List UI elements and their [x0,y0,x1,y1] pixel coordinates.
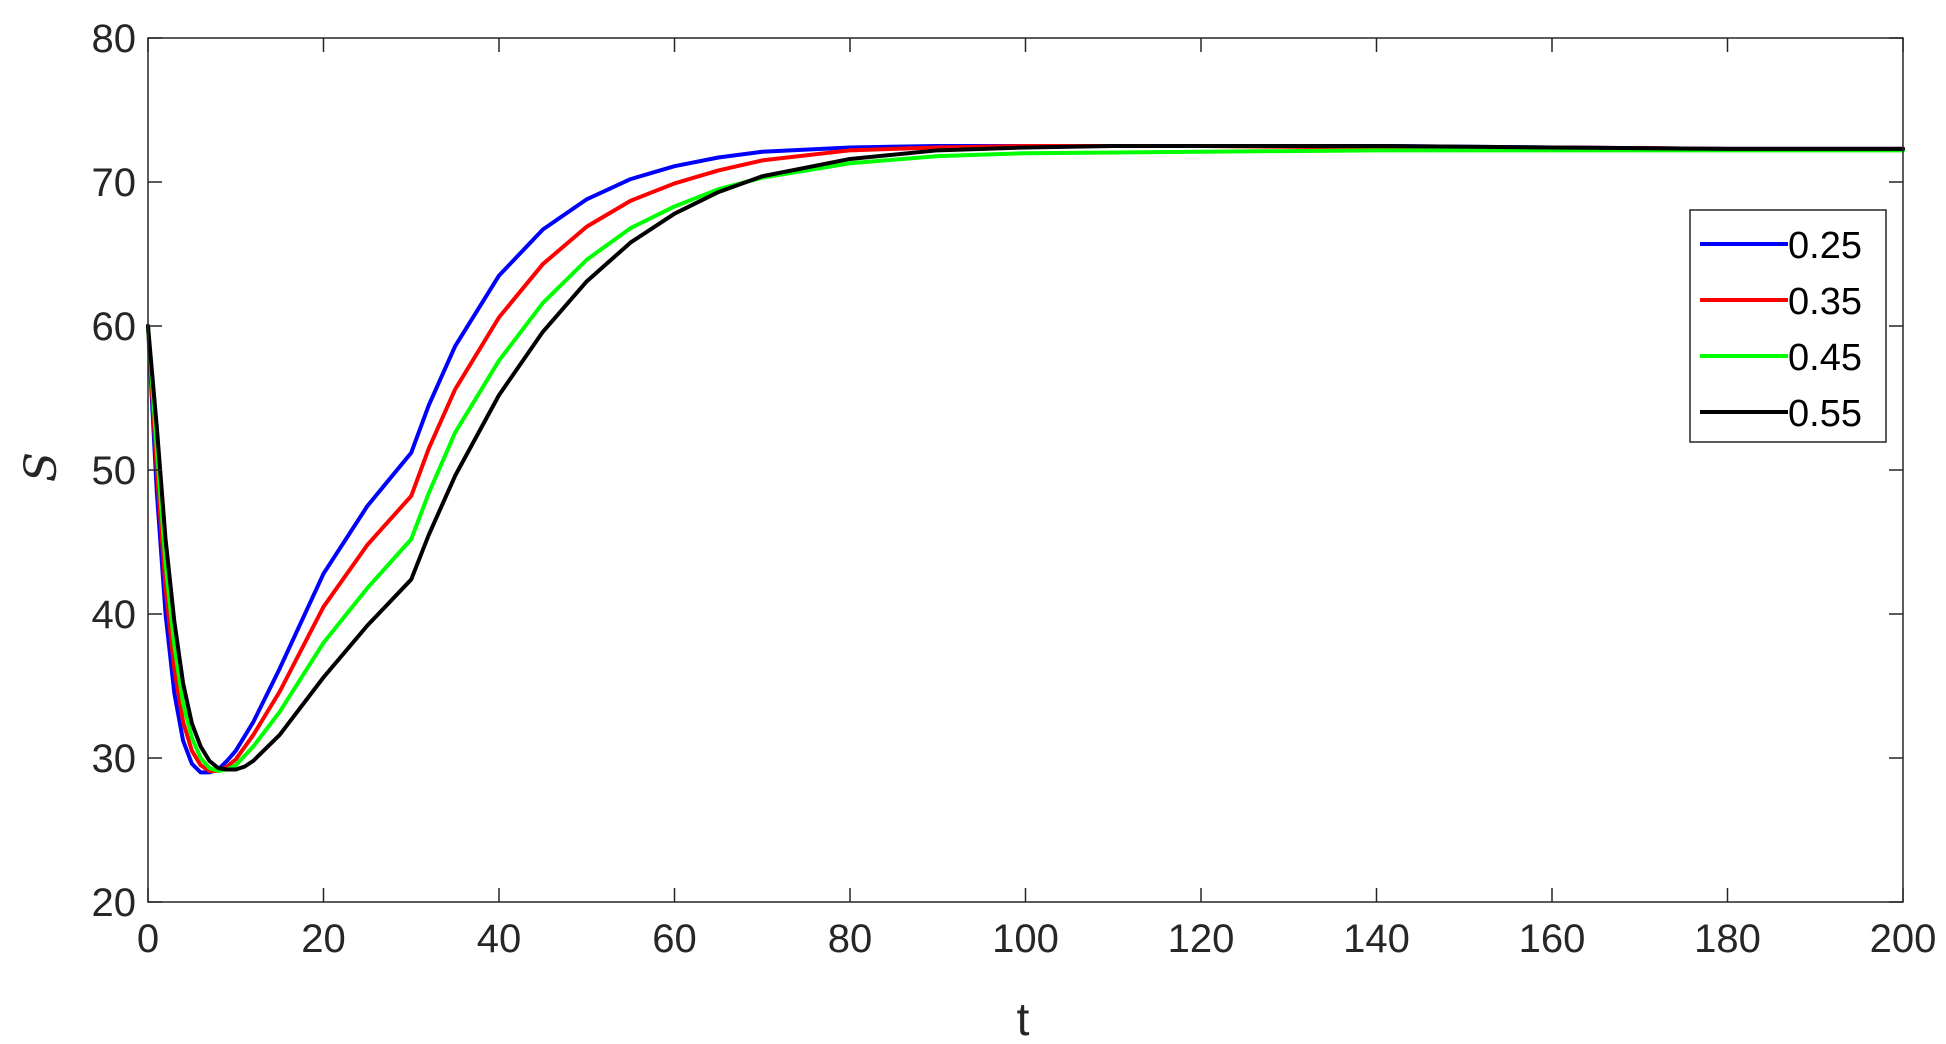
x-tick-label: 80 [828,917,873,961]
y-axis-label: S [16,452,67,482]
x-tick-label: 120 [1168,917,1235,961]
series-line-0.45 [146,148,1905,773]
x-tick-label: 20 [301,917,346,961]
legend-label-0.55: 0.55 [1788,393,1862,435]
y-tick-label: 50 [92,449,137,493]
x-tick-label: 160 [1519,917,1586,961]
plot-area [146,144,1905,775]
x-tick-label: 0 [137,917,159,961]
legend-label-0.45: 0.45 [1788,337,1862,379]
legend-label-0.25: 0.25 [1788,225,1862,267]
legend: 0.25 0.35 0.45 0.55 [1689,209,1887,443]
x-tick-label: 200 [1870,917,1937,961]
x-axis-label: t [1017,993,1030,1044]
y-tick-label: 30 [92,737,137,781]
x-tick-label: 60 [652,917,697,961]
legend-box [1689,209,1887,443]
x-tick-label: 40 [477,917,522,961]
series-line-0.55 [146,144,1905,772]
legend-label-0.35: 0.35 [1788,281,1862,323]
y-tick-label: 20 [92,881,137,925]
y-tick-label: 60 [92,305,137,349]
x-tick-label: 180 [1694,917,1761,961]
x-tick-label: 100 [992,917,1059,961]
x-tick-label: 140 [1343,917,1410,961]
y-tick-label: 80 [92,17,137,61]
axes: 0 20 40 60 80 100 120 140 160 180 2002030405060708… [92,17,1937,961]
y-tick-label: 70 [92,161,137,205]
y-tick-label: 40 [92,593,137,637]
